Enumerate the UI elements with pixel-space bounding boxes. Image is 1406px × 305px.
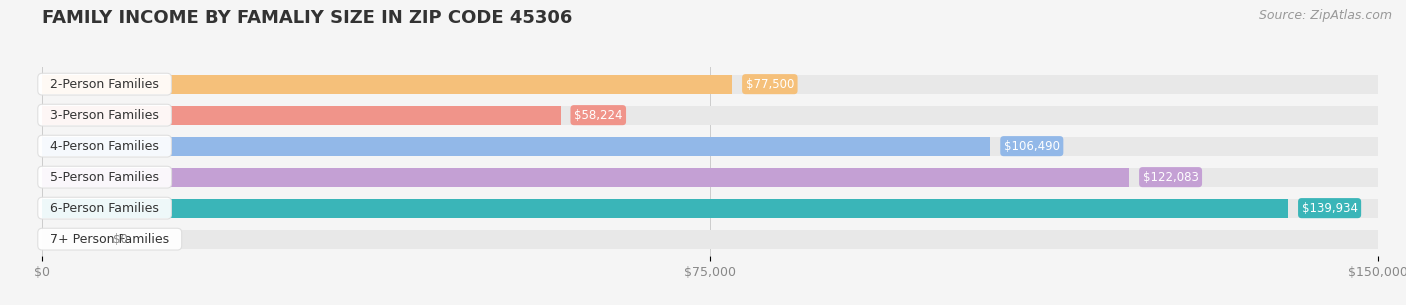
Text: 7+ Person Families: 7+ Person Families — [42, 233, 177, 246]
Text: $0: $0 — [114, 233, 128, 246]
Bar — [42, 74, 733, 94]
Bar — [42, 230, 1378, 249]
Text: Source: ZipAtlas.com: Source: ZipAtlas.com — [1258, 9, 1392, 22]
Text: $58,224: $58,224 — [574, 109, 623, 122]
Text: 3-Person Families: 3-Person Families — [42, 109, 167, 122]
Text: $77,500: $77,500 — [745, 78, 794, 91]
Text: 2-Person Families: 2-Person Families — [42, 78, 167, 91]
Bar — [42, 74, 1378, 94]
Text: 5-Person Families: 5-Person Families — [42, 171, 167, 184]
Text: $139,934: $139,934 — [1302, 202, 1358, 215]
Bar — [42, 199, 1378, 218]
Bar — [42, 167, 1378, 187]
Text: 6-Person Families: 6-Person Families — [42, 202, 167, 215]
Text: $122,083: $122,083 — [1143, 171, 1198, 184]
Text: $106,490: $106,490 — [1004, 140, 1060, 152]
Bar — [42, 137, 1378, 156]
Bar — [42, 167, 1129, 187]
Bar — [42, 137, 990, 156]
Bar — [42, 199, 1288, 218]
Bar — [42, 106, 1378, 125]
Bar — [42, 106, 561, 125]
Text: FAMILY INCOME BY FAMALIY SIZE IN ZIP CODE 45306: FAMILY INCOME BY FAMALIY SIZE IN ZIP COD… — [42, 9, 572, 27]
Text: 4-Person Families: 4-Person Families — [42, 140, 167, 152]
